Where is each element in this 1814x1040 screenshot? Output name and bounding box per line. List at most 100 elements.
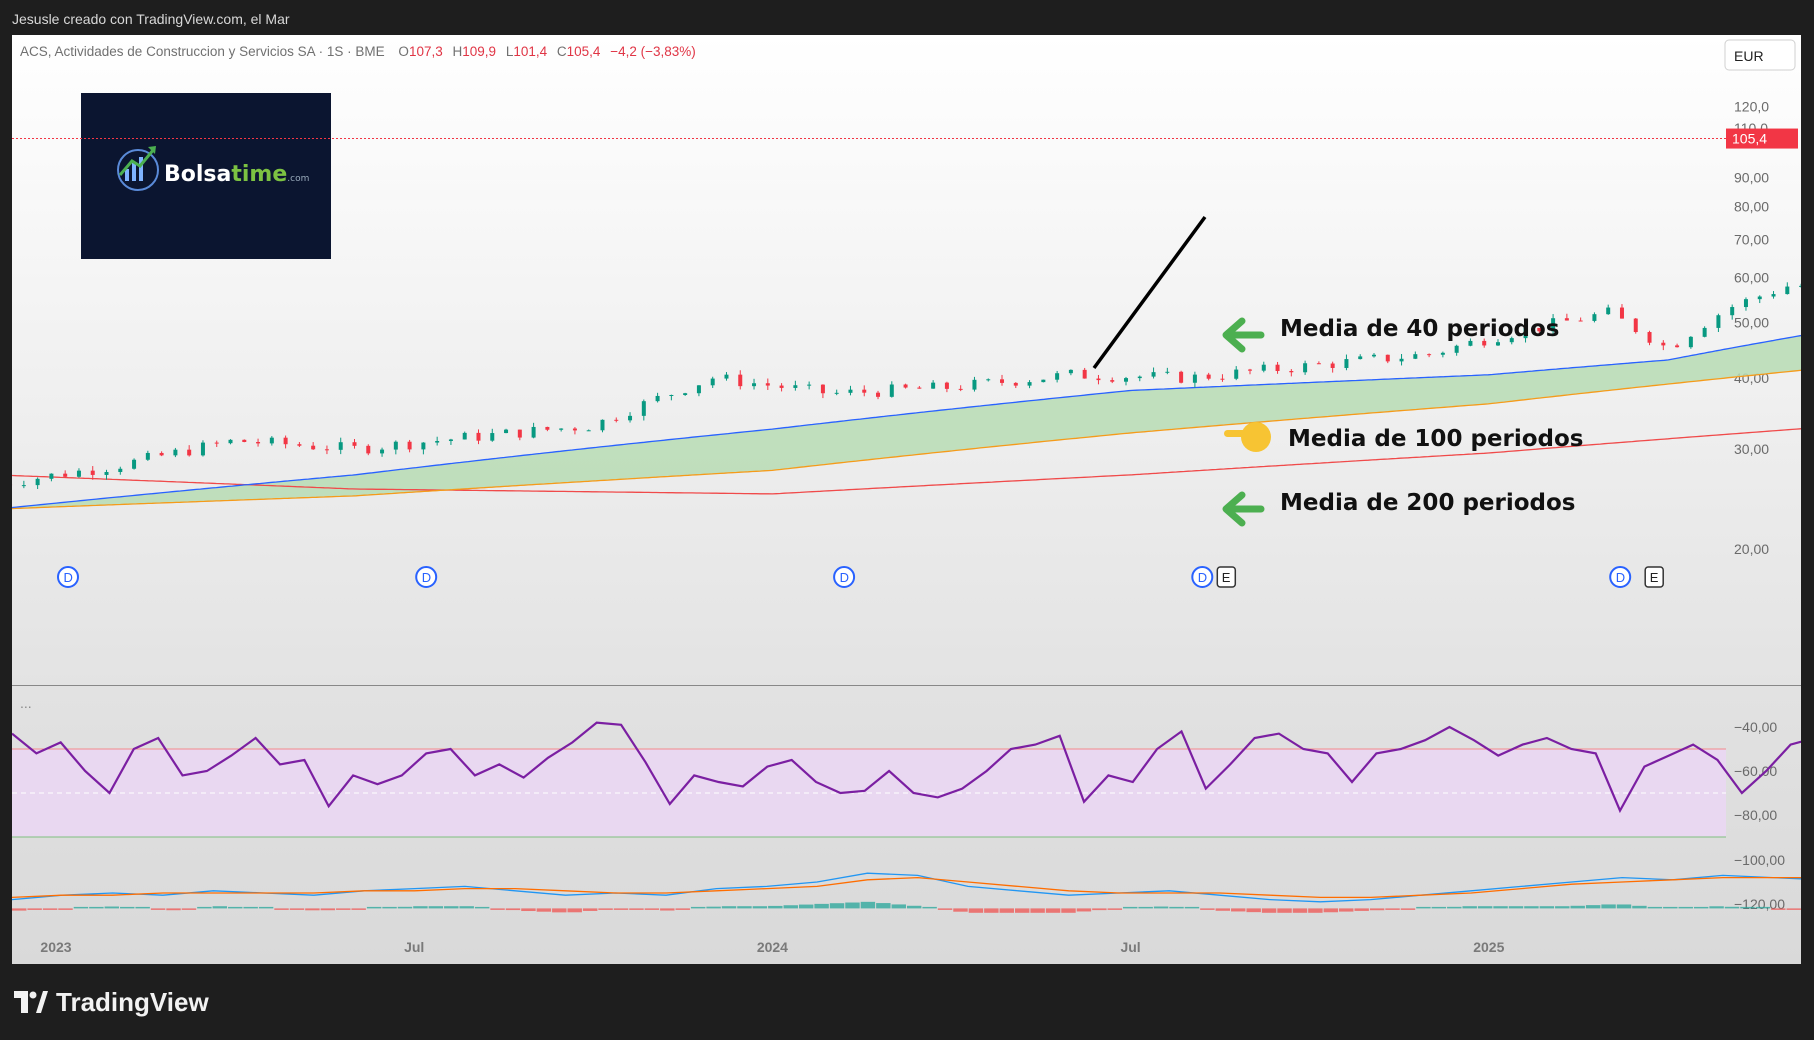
chart-frame[interactable]: ACS, Actividades de Construccion y Servi… <box>12 35 1801 964</box>
candle-body <box>1013 382 1018 386</box>
macd-hist-bar <box>1354 908 1369 911</box>
rsi-axis[interactable]: −40,00 −60,00 −80,00 <box>1734 719 1777 823</box>
candlestick-series[interactable] <box>12 128 1801 490</box>
currency-button[interactable]: EUR <box>1724 39 1796 71</box>
macd-hist-bar <box>1477 906 1493 909</box>
candle-body <box>104 471 109 475</box>
dividend-marker-icon[interactable] <box>833 566 856 588</box>
candle-body <box>435 441 440 443</box>
macd-hist-bar <box>1724 906 1740 909</box>
candle-body <box>393 441 398 450</box>
macd-hist-bar <box>1693 906 1709 909</box>
macd-hist-bar <box>289 908 305 910</box>
earnings-marker-icon[interactable] <box>1644 566 1664 588</box>
candle-body <box>1192 374 1197 383</box>
dividend-marker-label: D <box>1198 570 1207 585</box>
macd-hist-bar <box>999 908 1014 913</box>
macd-hist-bar <box>1215 908 1231 911</box>
macd-hist-bar <box>1339 908 1354 912</box>
earnings-marker-icon[interactable] <box>1216 566 1237 588</box>
candle-body <box>173 449 178 456</box>
dividend-marker-icon[interactable] <box>1609 566 1632 588</box>
candle-body <box>242 439 247 442</box>
candle-body <box>1482 340 1487 346</box>
macd-hist-bar <box>536 908 552 912</box>
candle-body <box>1165 371 1170 373</box>
macd-hist-bar <box>413 906 428 909</box>
chart-canvas[interactable]: ACS, Actividades de Construccion y Servi… <box>12 35 1801 964</box>
macd-hist-bar <box>505 908 521 911</box>
last-price-tag[interactable]: 105,4 <box>1726 128 1798 149</box>
dividend-marker-icon[interactable] <box>415 566 438 588</box>
candle-body <box>1289 370 1294 373</box>
macd-hist-bar <box>968 908 984 913</box>
candle-body <box>462 432 467 440</box>
macd-hist-bar <box>366 906 382 909</box>
dividend-marker-icon[interactable] <box>1191 566 1214 588</box>
macd-hist-bar <box>181 908 197 910</box>
tradingview-footer[interactable]: TradingView <box>14 982 209 1022</box>
macd-hist-bar <box>444 906 459 909</box>
candle-body <box>765 383 770 386</box>
candle-body <box>1675 345 1680 348</box>
candle-body <box>1578 320 1583 322</box>
close-label: C <box>557 44 567 59</box>
candle-body <box>1606 307 1611 315</box>
candle-body <box>228 439 233 444</box>
price-tick: 30,00 <box>1734 441 1769 457</box>
candle-body <box>283 437 288 445</box>
candle-body <box>1316 363 1321 365</box>
time-tick: 2025 <box>1473 939 1504 955</box>
candle-body <box>1799 285 1801 287</box>
candle-body <box>380 449 385 454</box>
candle-body <box>559 428 564 430</box>
candle-body <box>448 439 453 442</box>
close-value: 105,4 <box>567 44 601 59</box>
macd-hist-bar <box>1508 906 1524 909</box>
candle-body <box>1303 363 1308 373</box>
candle-body <box>352 442 357 446</box>
time-tick: 2023 <box>40 939 71 955</box>
candle-body <box>407 441 412 450</box>
macd-hist-bar <box>150 908 166 910</box>
macd-hist-bar <box>1493 906 1508 909</box>
macd-hist-bar <box>552 908 567 913</box>
candle-body <box>972 379 977 390</box>
candle-body <box>338 442 343 450</box>
macd-histogram <box>12 901 1801 913</box>
candle-body <box>517 429 522 438</box>
candle-body <box>1702 327 1707 337</box>
macd-hist-bar <box>706 906 721 909</box>
macd-hist-bar <box>1632 905 1647 909</box>
candle-body <box>1399 358 1404 362</box>
candle-body <box>1785 286 1790 295</box>
window-title: Jesusle creado con TradingView.com, el M… <box>12 11 290 27</box>
event-markers[interactable]: DDDDEDEDEDEE <box>57 566 1801 588</box>
earnings-marker-label: E <box>1222 570 1231 585</box>
dividend-marker-icon[interactable] <box>57 566 79 588</box>
candle-body <box>848 389 853 393</box>
candle-body <box>1151 372 1156 377</box>
macd-hist-bar <box>660 908 675 911</box>
price-tick: 70,00 <box>1734 232 1769 248</box>
pane-menu-dots[interactable]: ... <box>20 695 32 711</box>
candle-body <box>1440 352 1445 355</box>
candle-body <box>159 452 164 456</box>
macd-hist-bar <box>690 906 706 909</box>
macd-hist-bar <box>829 903 845 909</box>
candle-body <box>1495 342 1500 346</box>
macd-hist-bar <box>120 906 135 909</box>
symbol-legend[interactable]: ACS, Actividades de Construccion y Servi… <box>20 44 696 59</box>
price-tick: 120,0 <box>1734 99 1769 115</box>
candle-body <box>1027 382 1032 386</box>
candle-body <box>1771 294 1776 297</box>
time-axis[interactable]: 2023Jul2024Jul2025Jul2026Jul2027Jul <box>40 939 1801 955</box>
trend-line[interactable] <box>1092 215 1207 370</box>
candle-body <box>1757 296 1762 300</box>
macd-hist-bar <box>1400 908 1416 910</box>
macd-hist-bar <box>1447 906 1462 909</box>
price-axis[interactable]: 120,0110,090,0080,0070,0060,0050,0040,00… <box>1734 99 1769 557</box>
candle-body <box>421 442 426 450</box>
candle-body <box>1385 354 1390 362</box>
macd-hist-bar <box>1462 906 1477 909</box>
